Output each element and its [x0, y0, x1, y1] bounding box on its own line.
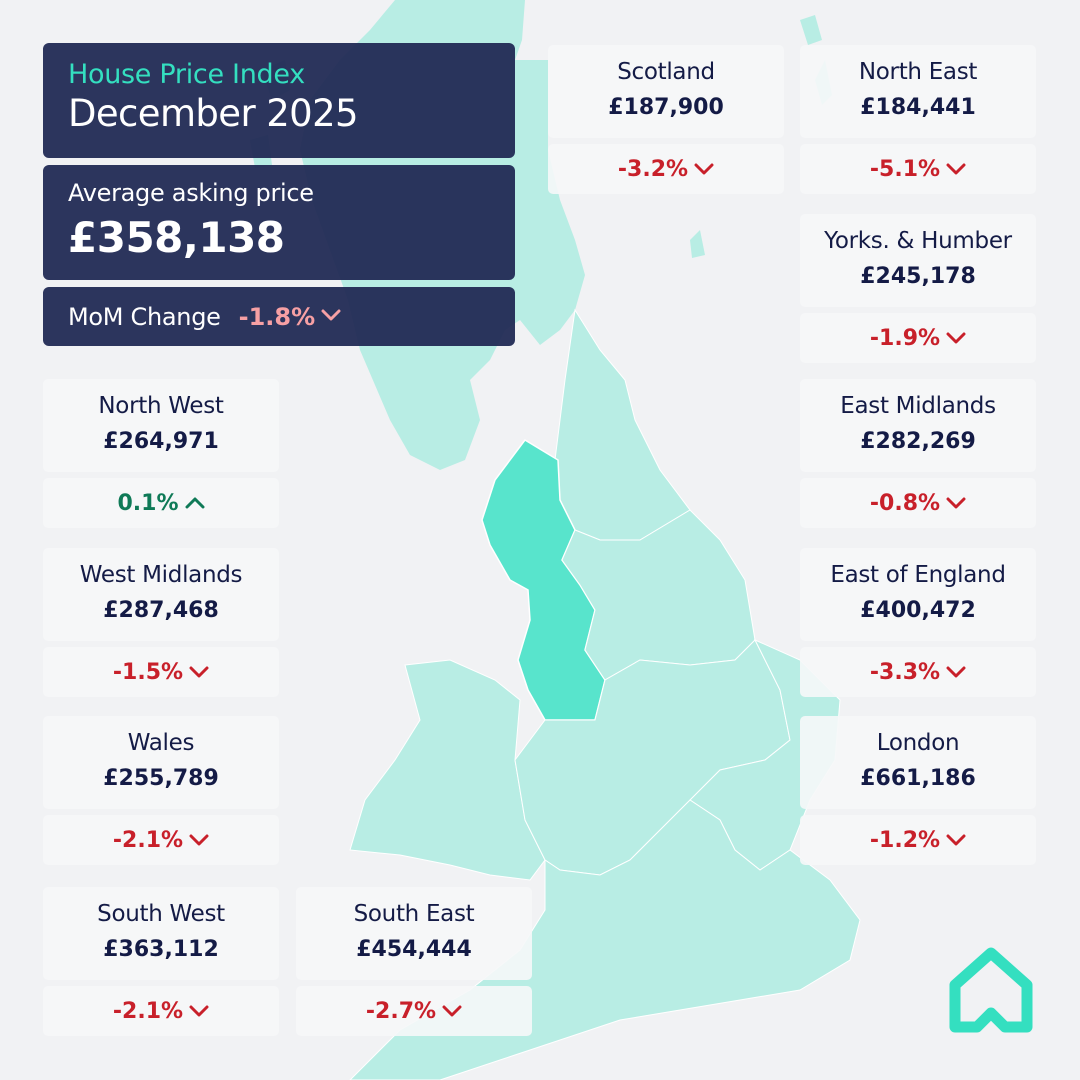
index-date: December 2025: [68, 92, 359, 135]
region-change-north-east: -5.1%: [800, 144, 1036, 194]
region-name: Scotland: [617, 59, 715, 85]
region-card-north-east: North East £184,441: [800, 45, 1036, 138]
region-price: £454,444: [356, 937, 472, 962]
region-change-value: -1.5%: [112, 659, 184, 685]
region-card-scotland: Scotland £187,900: [548, 45, 784, 138]
title-panel: House Price Index December 2025: [43, 43, 515, 158]
average-price-panel: Average asking price £358,138: [43, 165, 515, 280]
region-card-south-west: South West £363,112: [43, 887, 279, 980]
region-change-yorks-humber: -1.9%: [800, 313, 1036, 363]
region-name: North West: [98, 393, 224, 419]
chevron-down-icon: [946, 332, 966, 344]
region-change-london: -1.2%: [800, 815, 1036, 865]
chevron-down-icon: [946, 497, 966, 509]
region-name: North East: [858, 59, 978, 85]
region-card-east-of-england: East of England £400,472: [800, 548, 1036, 641]
region-price: £363,112: [103, 937, 219, 962]
average-price-value: £358,138: [68, 213, 285, 262]
chevron-down-icon: [946, 163, 966, 175]
region-name: East of England: [830, 562, 1006, 588]
region-change-value: -5.1%: [869, 156, 941, 182]
region-price: £282,269: [860, 429, 976, 454]
region-name: Wales: [127, 730, 195, 756]
mom-change-label: MoM Change: [68, 302, 221, 331]
chevron-down-icon: [189, 1005, 209, 1017]
region-change-value: -2.1%: [112, 827, 184, 853]
region-price: £184,441: [860, 95, 976, 120]
region-price: £400,472: [860, 598, 976, 623]
region-change-value: -1.9%: [869, 325, 941, 351]
average-price-label: Average asking price: [68, 179, 314, 207]
mom-change-value: -1.8%: [238, 302, 316, 331]
region-change-value: -1.2%: [869, 827, 941, 853]
region-card-london: London £661,186: [800, 716, 1036, 809]
region-price: £661,186: [860, 766, 976, 791]
map-north-east: [554, 308, 691, 541]
chevron-down-icon: [189, 666, 209, 678]
mom-change-panel: MoM Change -1.8%: [43, 287, 515, 346]
chevron-up-icon: [185, 497, 204, 509]
region-name: West Midlands: [79, 562, 243, 588]
region-name: South East: [353, 901, 475, 927]
region-price: £245,178: [860, 264, 976, 289]
region-name: Yorks. & Humber: [824, 228, 1012, 254]
chevron-down-icon: [946, 834, 966, 846]
region-name: London: [876, 730, 960, 756]
chevron-down-icon: [189, 834, 209, 846]
region-card-east-midlands: East Midlands £282,269: [800, 379, 1036, 472]
region-card-west-midlands: West Midlands £287,468: [43, 548, 279, 641]
region-name: East Midlands: [840, 393, 996, 419]
chevron-down-icon: [946, 666, 966, 678]
region-change-value: -2.1%: [112, 998, 184, 1024]
region-change-value: -3.2%: [617, 156, 689, 182]
region-change-value: 0.1%: [117, 490, 179, 516]
region-change-value: -2.7%: [365, 998, 437, 1024]
region-price: £287,468: [103, 598, 219, 623]
region-change-north-west: 0.1%: [43, 478, 279, 528]
region-change-scotland: -3.2%: [548, 144, 784, 194]
region-change-value: -3.3%: [869, 659, 941, 685]
chevron-down-icon: [694, 163, 714, 175]
chevron-down-icon: [442, 1005, 462, 1017]
region-change-south-east: -2.7%: [296, 986, 532, 1036]
region-change-value: -0.8%: [869, 490, 941, 516]
region-card-south-east: South East £454,444: [296, 887, 532, 980]
index-title: House Price Index: [68, 59, 305, 90]
region-change-west-midlands: -1.5%: [43, 647, 279, 697]
region-change-wales: -2.1%: [43, 815, 279, 865]
region-price: £255,789: [103, 766, 219, 791]
region-card-wales: Wales £255,789: [43, 716, 279, 809]
region-price: £264,971: [103, 429, 219, 454]
region-change-east-of-england: -3.3%: [800, 647, 1036, 697]
region-price: £187,900: [608, 95, 724, 120]
region-card-north-west: North West £264,971: [43, 379, 279, 472]
chevron-down-icon: [321, 307, 341, 326]
region-change-south-west: -2.1%: [43, 986, 279, 1036]
house-logo-icon: [949, 947, 1033, 1033]
region-name: South West: [97, 901, 225, 927]
region-card-yorks-humber: Yorks. & Humber £245,178: [800, 214, 1036, 307]
map-wales: [349, 659, 546, 881]
region-change-east-midlands: -0.8%: [800, 478, 1036, 528]
